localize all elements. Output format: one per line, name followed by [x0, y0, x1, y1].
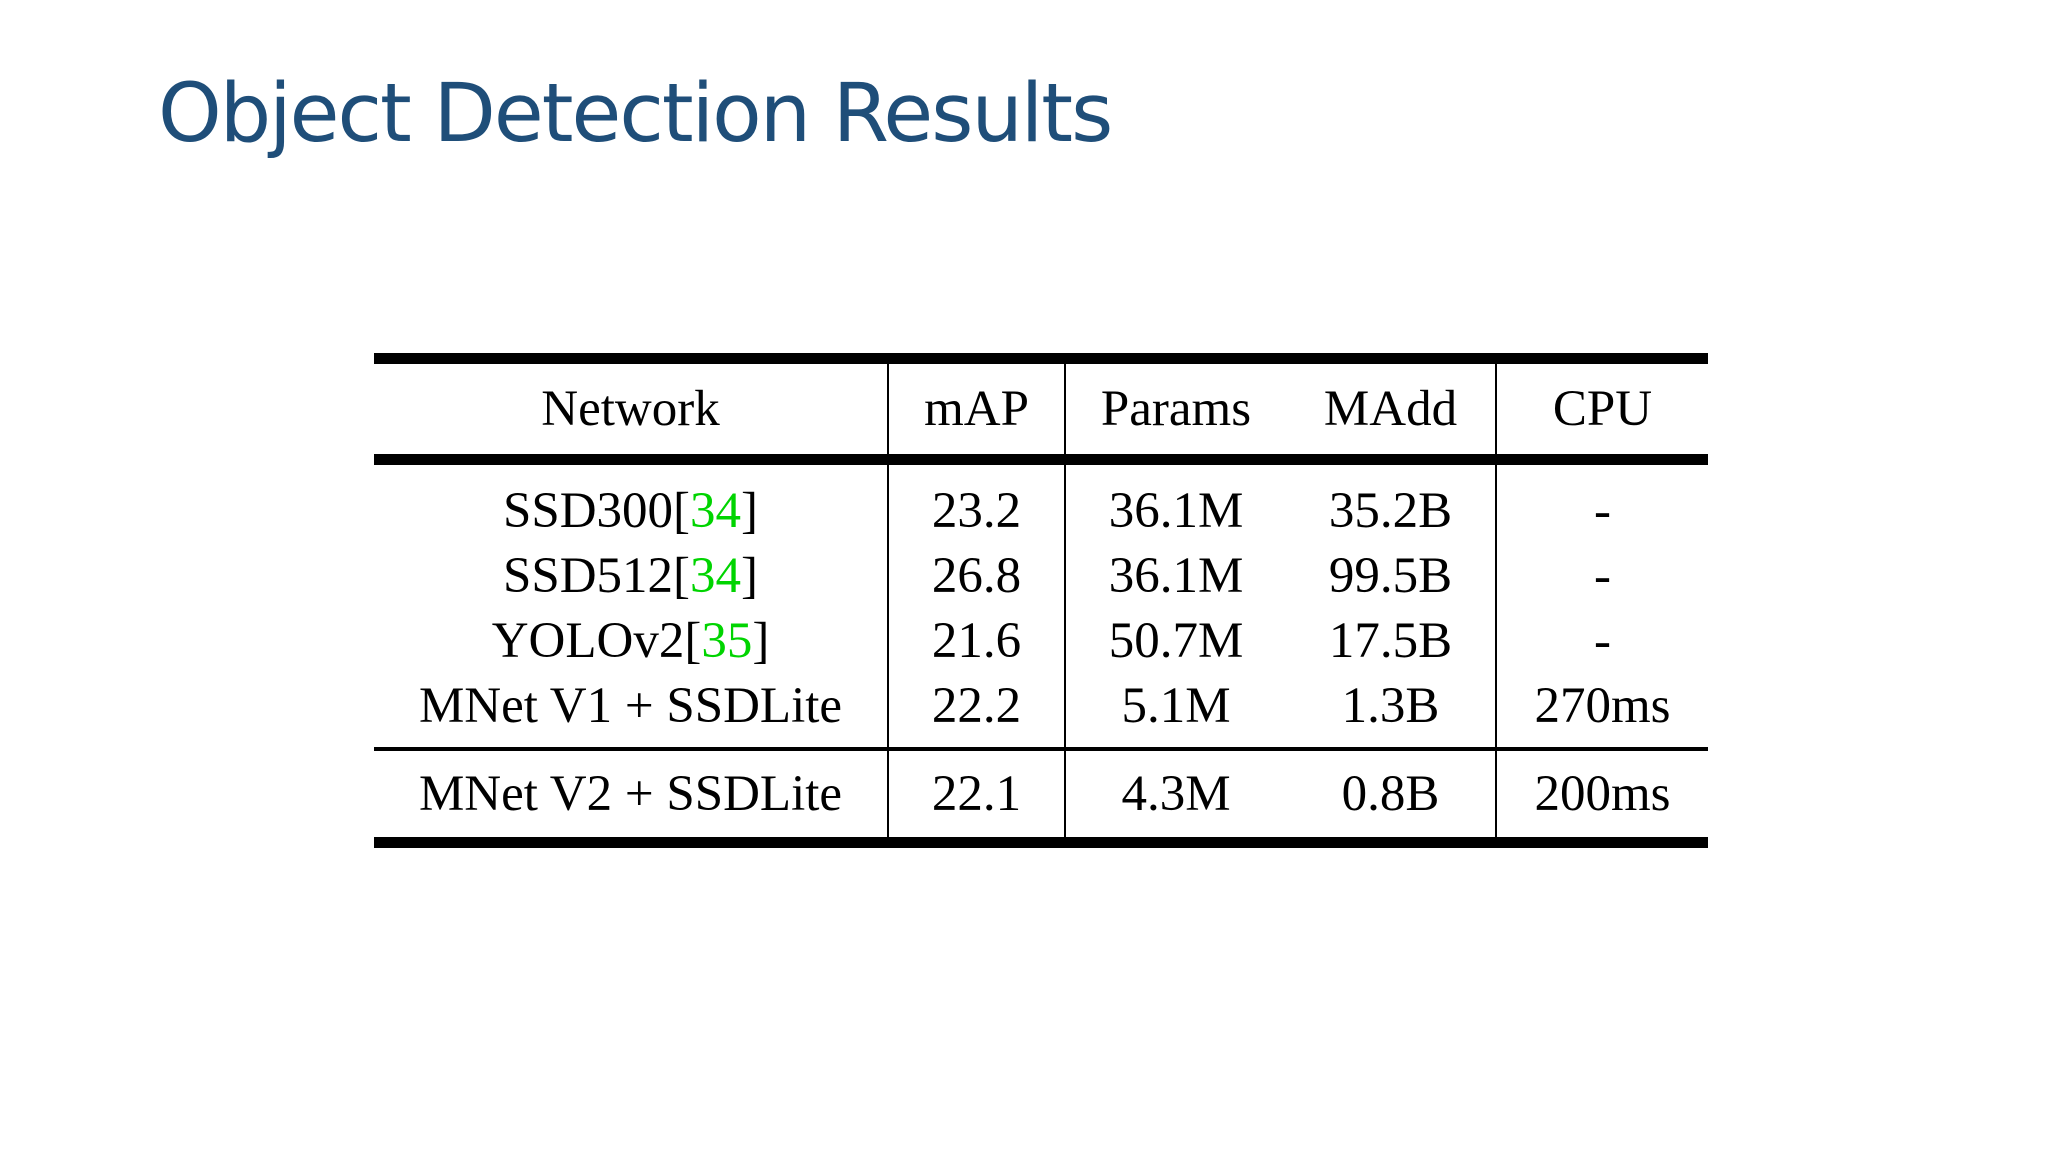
header-madd: MAdd — [1286, 353, 1497, 465]
cell-map: 26.8 — [888, 544, 1066, 609]
table-row: MNet V1 + SSDLite 22.2 5.1M 1.3B 270ms — [374, 674, 1708, 749]
table-row-highlight: MNet V2 + SSDLite 22.1 4.3M 0.8B 200ms — [374, 747, 1708, 848]
cell-cpu: 200ms — [1496, 747, 1708, 848]
cell-madd: 99.5B — [1286, 544, 1497, 609]
cell-map: 23.2 — [888, 459, 1066, 544]
citation-link[interactable]: 34 — [690, 483, 742, 539]
cell-cpu: - — [1594, 548, 1611, 604]
header-cpu: CPU — [1496, 353, 1708, 465]
cell-madd: 1.3B — [1286, 674, 1497, 749]
header-params: Params — [1065, 353, 1286, 465]
citation-link[interactable]: 35 — [701, 613, 753, 669]
table-row: SSD300[34] 23.2 36.1M 35.2B - — [374, 459, 1708, 544]
network-name: SSD300 — [502, 483, 674, 539]
slide-title: Object Detection Results — [158, 67, 1113, 161]
network-name: SSD512 — [502, 548, 674, 604]
cell-cpu: - — [1594, 613, 1611, 669]
header-map: mAP — [888, 353, 1066, 465]
cell-map: 22.1 — [888, 747, 1066, 848]
cell-network: MNet V1 + SSDLite — [374, 674, 889, 749]
table-row: SSD512[34] 26.8 36.1M 99.5B - — [374, 544, 1708, 609]
cell-network: SSD512[34] — [374, 544, 889, 609]
cell-network: MNet V2 + SSDLite — [374, 747, 889, 848]
results-table-container: Network mAP Params MAdd CPU SSD300[34] 2… — [374, 353, 1708, 848]
cell-params: 50.7M — [1108, 613, 1244, 669]
cell-madd: 17.5B — [1286, 609, 1497, 674]
cell-params: 4.3M — [1065, 747, 1286, 848]
cell-params: 36.1M — [1108, 548, 1244, 604]
cell-network: YOLOv2[35] — [374, 609, 889, 674]
cell-map: 22.2 — [888, 674, 1066, 749]
cell-map: 21.6 — [888, 609, 1066, 674]
citation-link[interactable]: 34 — [690, 548, 742, 604]
table-header-row: Network mAP Params MAdd CPU — [374, 353, 1708, 465]
table-row: YOLOv2[35] 21.6 50.7M 17.5B - — [374, 609, 1708, 674]
cell-params: 5.1M — [1121, 678, 1231, 734]
cell-params: 36.1M — [1108, 483, 1244, 539]
cell-network: SSD300[34] — [374, 459, 889, 544]
results-table: Network mAP Params MAdd CPU SSD300[34] 2… — [374, 353, 1708, 848]
cell-cpu: - — [1594, 483, 1611, 539]
header-network: Network — [374, 353, 889, 465]
cell-cpu: 270ms — [1534, 678, 1671, 734]
cell-madd: 0.8B — [1286, 747, 1497, 848]
cell-madd: 35.2B — [1286, 459, 1497, 544]
network-name: YOLOv2 — [491, 613, 685, 669]
